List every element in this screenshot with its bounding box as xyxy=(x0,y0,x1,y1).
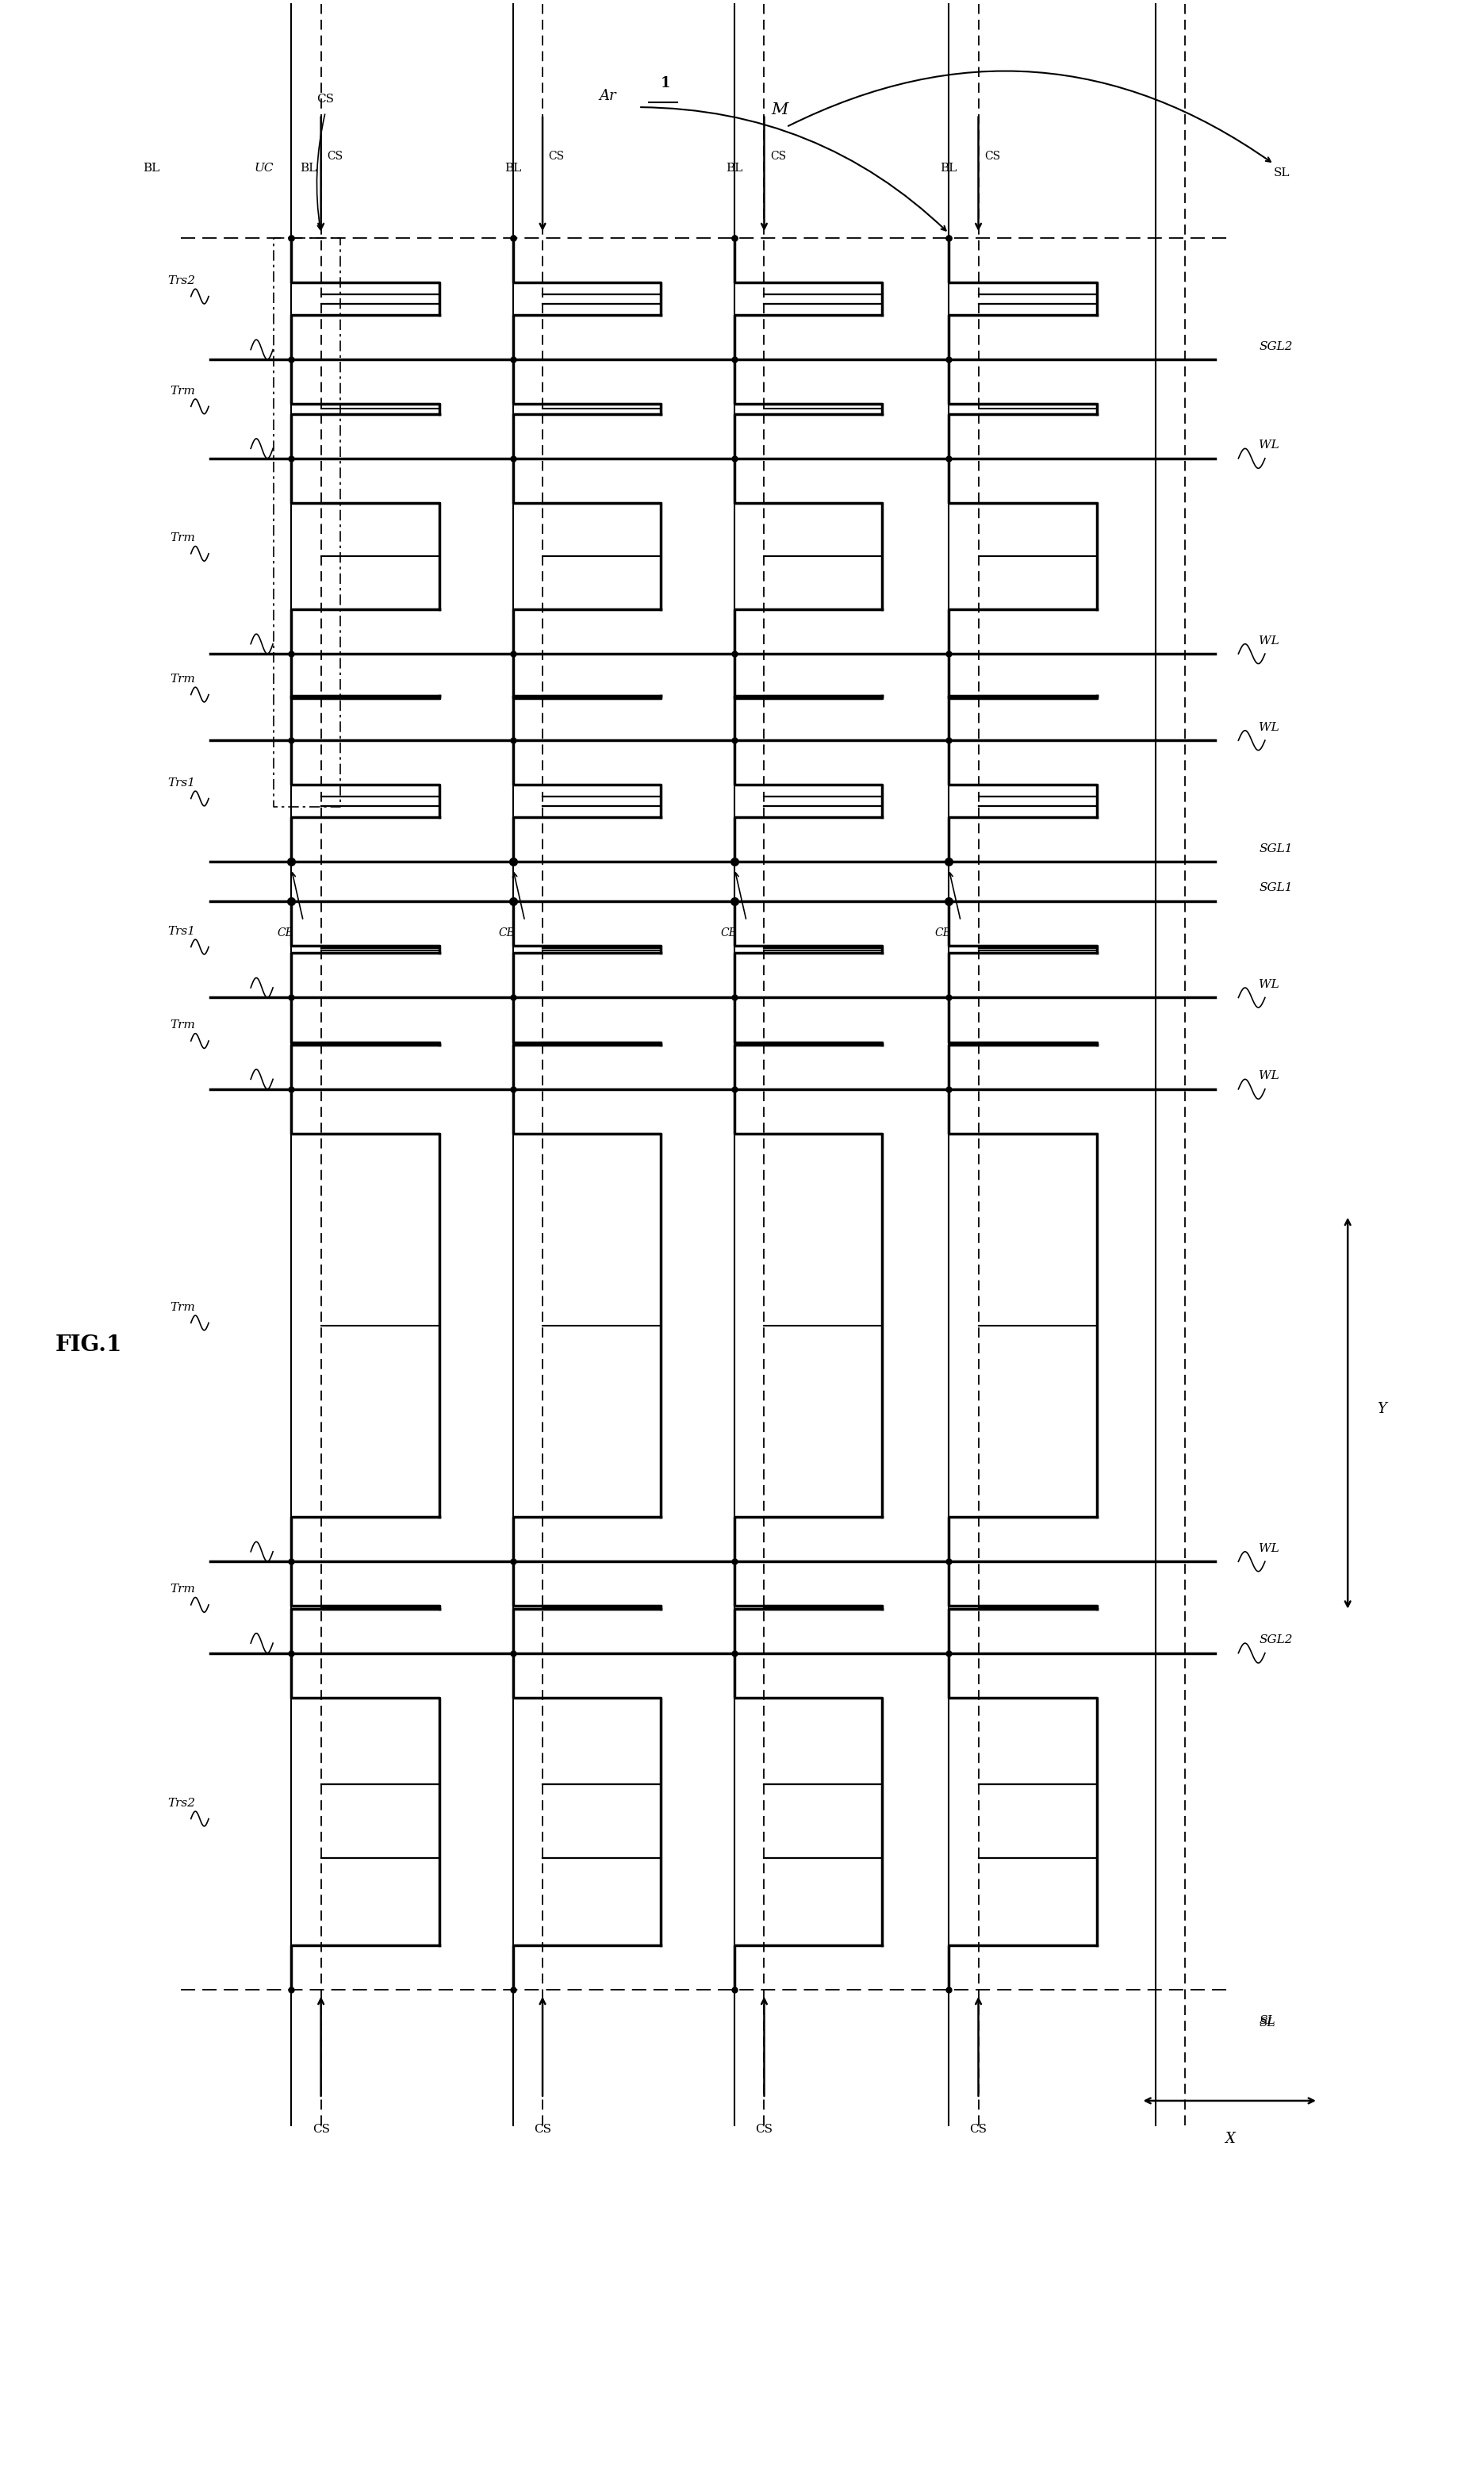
Text: SGL2: SGL2 xyxy=(1258,340,1293,352)
Text: CS: CS xyxy=(984,151,1000,161)
Text: CB: CB xyxy=(935,928,951,937)
Text: SGL1: SGL1 xyxy=(1258,843,1293,853)
Text: Trm: Trm xyxy=(171,384,196,397)
Text: Trm: Trm xyxy=(171,533,196,543)
Text: Trs1: Trs1 xyxy=(168,925,196,937)
Text: WL: WL xyxy=(1258,980,1279,990)
Text: Trm: Trm xyxy=(171,1302,196,1312)
Text: BL: BL xyxy=(142,164,159,174)
Text: Trm: Trm xyxy=(171,675,196,684)
Text: CS: CS xyxy=(326,151,343,161)
Text: CB: CB xyxy=(278,928,294,937)
Text: WL: WL xyxy=(1258,722,1279,734)
Text: BL: BL xyxy=(505,164,521,174)
Text: CS: CS xyxy=(534,2125,551,2135)
Text: BL: BL xyxy=(726,164,743,174)
Text: CS: CS xyxy=(969,2125,987,2135)
Text: Trm: Trm xyxy=(171,1019,196,1032)
Text: Y: Y xyxy=(1377,1401,1386,1416)
Text: Trs2: Trs2 xyxy=(168,1798,196,1808)
Text: FIG.1: FIG.1 xyxy=(55,1334,122,1357)
Text: CS: CS xyxy=(770,151,787,161)
Text: SL: SL xyxy=(1258,2019,1275,2029)
Text: SGL1: SGL1 xyxy=(1258,883,1293,893)
Text: CS: CS xyxy=(316,94,334,104)
Text: CS: CS xyxy=(755,2125,773,2135)
Text: Trs1: Trs1 xyxy=(168,776,196,789)
Text: WL: WL xyxy=(1258,439,1279,451)
Text: CB: CB xyxy=(720,928,738,937)
Text: CS: CS xyxy=(312,2125,329,2135)
Text: WL: WL xyxy=(1258,635,1279,647)
Text: Ar: Ar xyxy=(600,89,616,104)
Text: BL: BL xyxy=(941,164,957,174)
Text: SL: SL xyxy=(1258,2016,1275,2026)
Text: Trs2: Trs2 xyxy=(168,275,196,285)
Text: BL: BL xyxy=(300,164,318,174)
Text: WL: WL xyxy=(1258,1071,1279,1081)
Text: X: X xyxy=(1224,2133,1235,2145)
Text: 1: 1 xyxy=(660,77,671,92)
Text: M: M xyxy=(772,102,788,117)
Text: CB: CB xyxy=(499,928,515,937)
Text: WL: WL xyxy=(1258,1543,1279,1555)
Text: UC: UC xyxy=(254,164,273,174)
Text: Trm: Trm xyxy=(171,1585,196,1595)
Text: SL: SL xyxy=(1273,169,1290,179)
Text: CS: CS xyxy=(549,151,564,161)
Text: SGL2: SGL2 xyxy=(1258,1634,1293,1647)
